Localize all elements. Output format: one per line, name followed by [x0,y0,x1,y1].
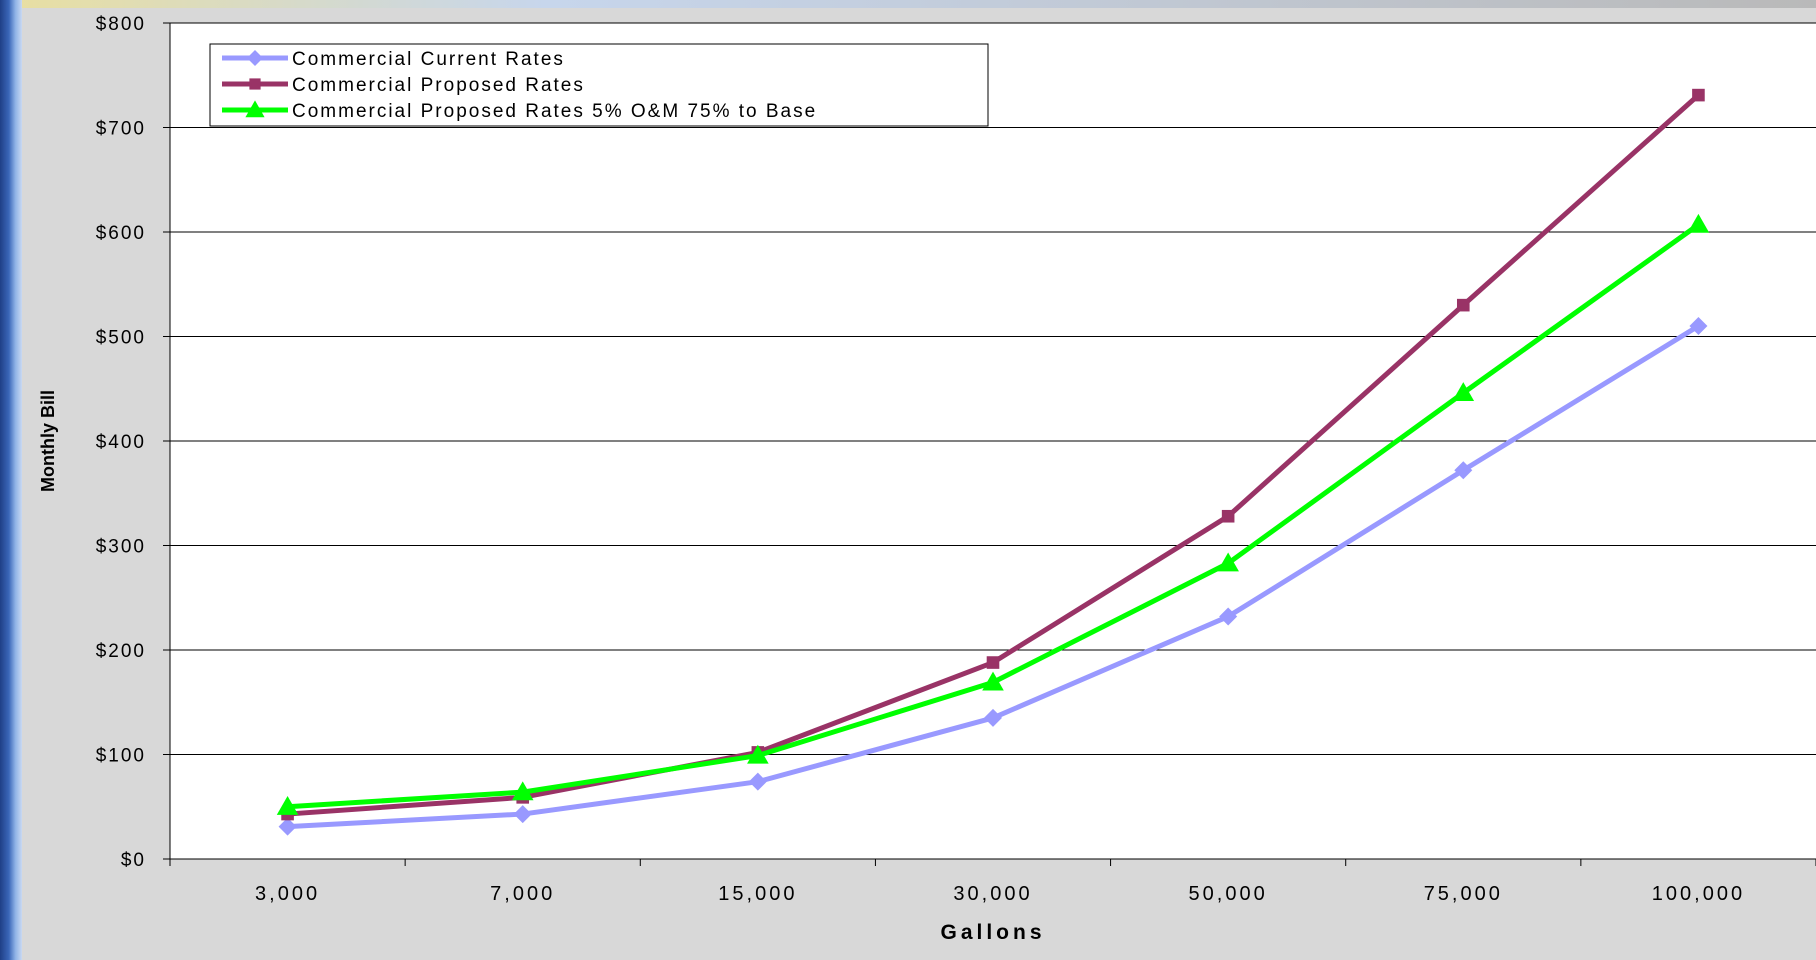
y-tick-label: $800 [96,14,146,35]
x-tick-label: 7,000 [490,883,555,905]
data-point-diamond [513,805,532,824]
y-tick-label: $100 [96,746,146,767]
data-point-square [1456,298,1470,312]
data-point-triangle [1687,213,1710,233]
y-tick-label: $500 [96,328,146,349]
data-point-square [1692,88,1705,102]
y-tick-label: $400 [96,432,146,453]
slide-top-border [0,0,1816,8]
data-point-diamond [748,772,767,791]
x-tick-label: 30,000 [953,883,1032,905]
data-point-square [986,656,1000,669]
legend-label: Commercial Current Rates [292,49,565,70]
x-tick-label: 50,000 [1189,883,1268,905]
data-point-triangle [1452,382,1475,402]
y-tick-label: $700 [96,119,146,140]
data-point-square [249,78,261,90]
x-tick-label: 15,000 [718,883,797,905]
data-point-diamond [247,50,263,66]
data-point-triangle [276,795,299,815]
y-tick-label: $300 [96,537,146,558]
axes: $0 $100 $200 $300 $400 $500 $600 $700 $800 3,000 7… [96,14,1816,905]
legend: Commercial Current Rates Commercial Propo… [209,43,989,127]
data-point-diamond [984,708,1002,727]
x-tick-label: 3,000 [255,883,320,905]
y-tick-label: $200 [96,641,146,662]
x-axis-title: Gallons [940,921,1045,944]
data-point-triangle [245,100,265,118]
data-point-triangle [1217,552,1239,572]
data-point-diamond [278,817,297,836]
data-point-triangle [982,671,1004,691]
data-point-diamond [1219,607,1238,626]
data-point-triangle [511,781,534,801]
legend-label: Commercial Proposed Rates 5% O&M 75% to … [292,101,817,122]
data-point-diamond [1454,461,1473,480]
slide-left-decoration [0,0,22,960]
data-point-square [1221,509,1235,523]
legend-label: Commercial Proposed Rates [292,75,585,96]
series-group [276,88,1710,836]
y-tick-label: $0 [121,850,146,871]
data-point-triangle [747,744,769,764]
legend-box [209,43,989,127]
x-tick-label: 100,000 [1652,883,1745,905]
y-tick-label: $600 [96,223,146,244]
data-point-diamond [1689,317,1708,336]
y-axis-title: Monthly Bill [38,390,58,492]
x-tick-label: 75,000 [1424,883,1503,905]
